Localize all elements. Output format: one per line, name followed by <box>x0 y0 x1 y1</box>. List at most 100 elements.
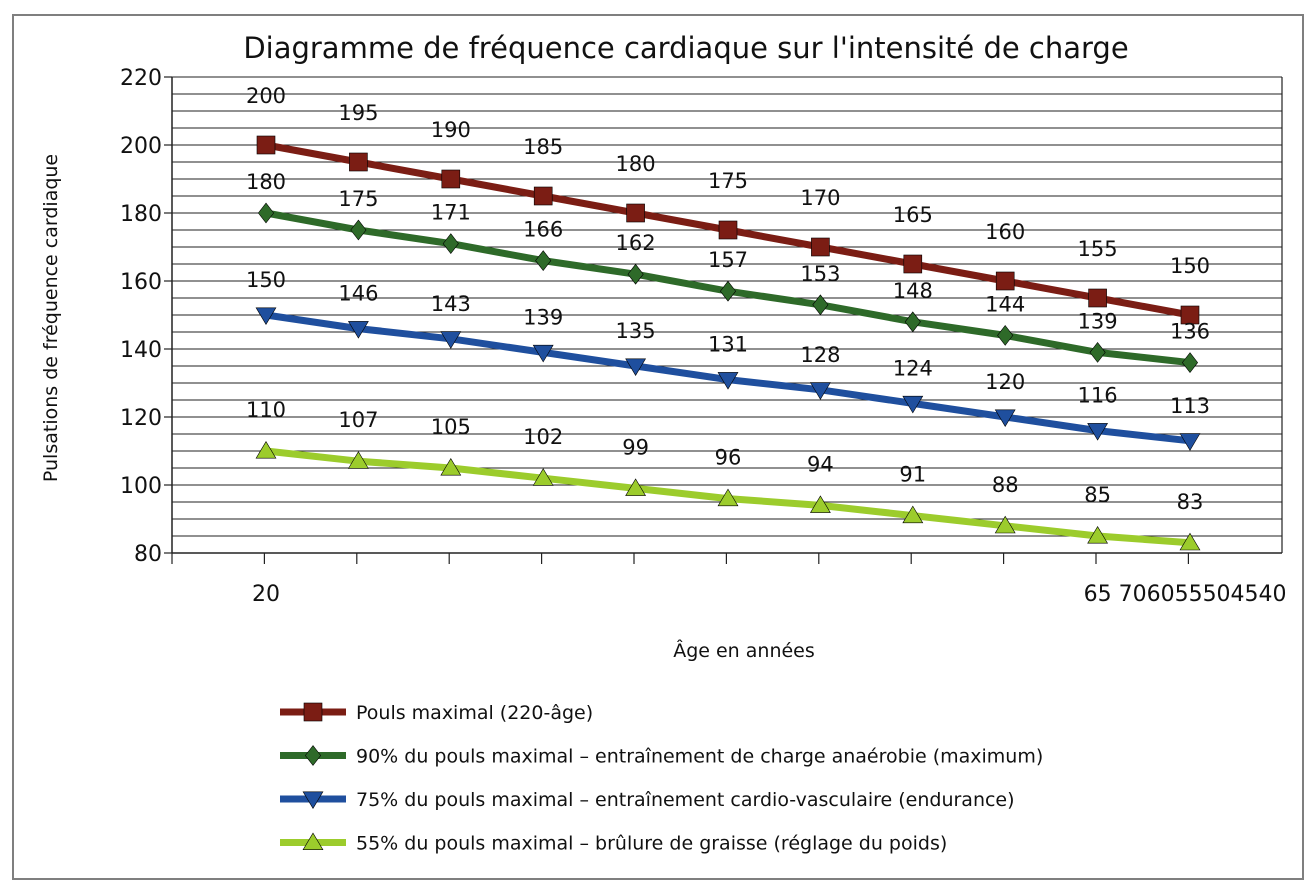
series-marker <box>440 457 462 476</box>
data-label: 180 <box>246 170 286 194</box>
legend: Pouls maximal (220-âge) 90% du pouls maxi… <box>280 702 1043 855</box>
data-label: 102 <box>523 425 563 449</box>
series-marker <box>1179 433 1201 451</box>
data-label: 165 <box>893 203 933 227</box>
series-marker <box>303 702 323 722</box>
data-label: 139 <box>523 305 563 329</box>
data-label: 155 <box>1078 237 1118 261</box>
data-label: 131 <box>708 333 748 357</box>
series-marker <box>255 307 277 326</box>
y-tick-label: 200 <box>120 134 162 159</box>
series-marker <box>532 468 554 486</box>
series-marker <box>811 237 830 257</box>
series-marker <box>718 220 738 240</box>
y-tick-label: 120 <box>120 406 162 431</box>
y-tick-label: 160 <box>120 270 162 295</box>
data-label: 171 <box>431 201 471 225</box>
data-label: 180 <box>616 152 656 176</box>
series-marker <box>809 495 831 513</box>
data-label: 128 <box>800 343 840 367</box>
series-marker <box>304 745 322 766</box>
series-marker <box>350 219 367 241</box>
legend-label: Pouls maximal (220-âge) <box>356 702 593 724</box>
data-label: 166 <box>523 218 563 242</box>
data-label: 200 <box>246 84 286 108</box>
series-marker <box>1181 352 1199 373</box>
y-tick-label: 220 <box>120 66 162 91</box>
data-label: 91 <box>899 463 926 487</box>
series-marker <box>904 311 921 333</box>
x-axis-label: Âge en années <box>673 639 815 662</box>
data-labels: 200 195 190 185 180 175 170 165 160 155 150 180 175 1… <box>246 84 1210 514</box>
data-label: 110 <box>246 398 286 422</box>
series-marker <box>626 203 645 223</box>
legend-label: 90% du pouls maximal – entraînement de c… <box>356 746 1043 768</box>
series-marker <box>902 505 924 524</box>
series-marker <box>717 372 739 390</box>
chart-frame <box>12 14 1304 880</box>
data-label: 143 <box>431 292 471 316</box>
series-marker <box>442 233 459 254</box>
data-label: 139 <box>1078 309 1118 333</box>
data-label: 170 <box>800 186 840 210</box>
data-label: 107 <box>338 408 378 432</box>
series-group <box>255 135 1201 551</box>
data-label: 160 <box>985 220 1025 244</box>
data-label: 120 <box>985 370 1025 394</box>
data-label: 146 <box>338 282 378 306</box>
data-label: 105 <box>431 415 471 439</box>
series-marker <box>440 331 462 349</box>
series-marker <box>812 294 829 316</box>
data-label: 144 <box>985 292 1025 316</box>
series-marker <box>625 478 647 496</box>
series-marker <box>717 488 739 507</box>
y-axis-label: Pulsations de fréquence cardiaque <box>40 154 62 482</box>
data-label: 124 <box>893 356 933 380</box>
data-label: 175 <box>338 187 378 211</box>
series-marker <box>1180 305 1200 325</box>
series-marker <box>532 344 554 363</box>
data-label: 150 <box>246 268 286 292</box>
data-label: 157 <box>708 248 748 272</box>
data-label: 135 <box>616 319 656 343</box>
data-label: 175 <box>708 169 748 193</box>
axes: 80 100 120 140 160 180 200 220 20 65 706055504540 <box>120 66 1287 607</box>
data-label: 195 <box>338 101 378 125</box>
chart-title: Diagramme de fréquence cardiaque sur l'i… <box>243 31 1128 65</box>
series-marker <box>627 263 644 285</box>
series-marker <box>1089 342 1106 363</box>
data-label: 148 <box>893 279 933 303</box>
series-marker <box>256 135 276 155</box>
x-tick-label: 20 <box>252 582 280 607</box>
data-label: 150 <box>1170 254 1210 278</box>
series-marker <box>347 321 369 339</box>
data-label: 190 <box>431 118 471 142</box>
y-tick-label: 140 <box>120 338 162 363</box>
series-marker <box>257 202 275 224</box>
series-marker <box>809 382 831 400</box>
series-marker <box>1087 423 1109 441</box>
data-label: 185 <box>523 135 563 159</box>
y-tick-label: 100 <box>120 474 162 499</box>
data-label: 85 <box>1084 483 1111 507</box>
series-marker <box>302 832 324 851</box>
series-marker <box>349 152 368 172</box>
series-marker <box>535 250 552 271</box>
series-marker <box>533 186 553 206</box>
series-marker <box>994 515 1016 534</box>
series-marker <box>1088 288 1107 308</box>
data-label: 162 <box>616 231 656 255</box>
x-tick-label: 65 706055504540 <box>1084 582 1287 607</box>
series-marker <box>441 169 461 189</box>
series-marker <box>994 409 1016 428</box>
series-marker <box>347 451 369 469</box>
data-label: 99 <box>622 435 649 459</box>
y-tick-label: 80 <box>134 542 162 567</box>
series-marker <box>255 440 277 459</box>
data-label: 153 <box>800 262 840 286</box>
legend-label: 55% du pouls maximal – brûlure de graiss… <box>356 833 947 855</box>
series-marker <box>1087 525 1109 544</box>
data-label: 116 <box>1078 384 1118 408</box>
series-marker <box>995 271 1015 291</box>
data-label: 96 <box>715 446 742 470</box>
